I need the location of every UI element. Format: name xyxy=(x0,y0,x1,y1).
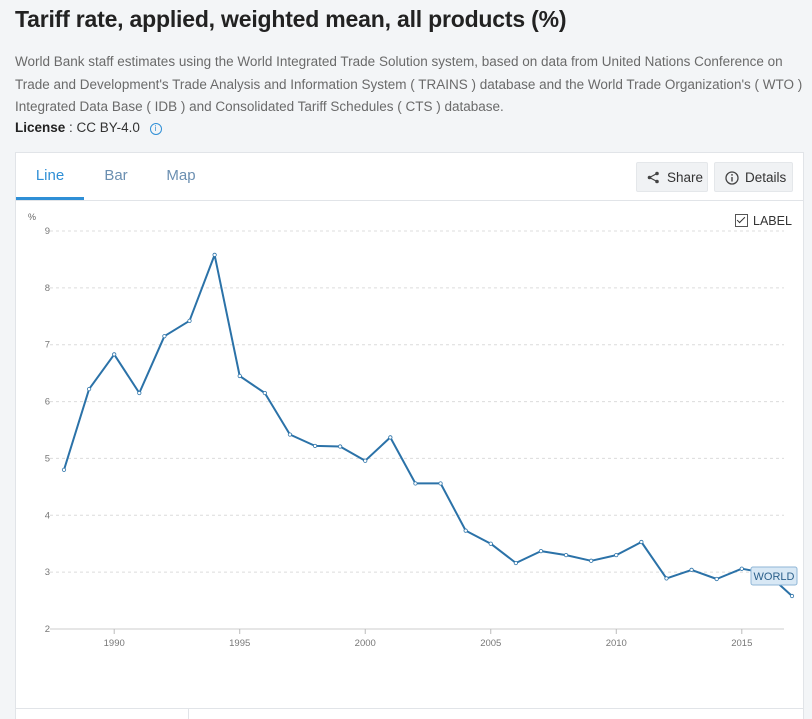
data-point xyxy=(563,552,569,558)
label-toggle[interactable]: LABEL xyxy=(735,214,792,228)
y-tick-label: 3 xyxy=(45,567,50,578)
y-tick-label: 8 xyxy=(45,283,50,294)
footer-separator xyxy=(188,708,189,719)
data-point xyxy=(614,552,619,558)
data-point xyxy=(388,435,393,440)
data-point xyxy=(61,467,67,472)
indicator-description: World Bank staff estimates using the Wor… xyxy=(15,54,803,114)
data-point xyxy=(338,444,343,449)
license-value: : CC BY-4.0 xyxy=(69,120,140,135)
y-tick-label: 7 xyxy=(45,340,50,351)
tab-line[interactable]: Line xyxy=(16,153,84,200)
y-tick-label: 9 xyxy=(45,226,50,237)
data-point xyxy=(262,390,267,396)
license-line: License : CC BY-4.0 i xyxy=(15,120,162,135)
data-point xyxy=(714,576,719,582)
label-checkbox[interactable] xyxy=(735,214,748,227)
share-icon xyxy=(647,171,659,184)
tab-bar-chart[interactable]: Bar xyxy=(104,167,128,184)
info-circle-icon xyxy=(725,171,739,185)
details-label: Details xyxy=(745,170,787,185)
x-tick-label: 1990 xyxy=(104,638,125,649)
series-label-box xyxy=(750,566,798,586)
x-tick-label: 2010 xyxy=(606,638,627,649)
x-tick-label: 2005 xyxy=(480,638,501,649)
data-point xyxy=(689,567,694,572)
x-tick-label: 1995 xyxy=(229,638,250,649)
data-point xyxy=(112,352,117,357)
data-point xyxy=(589,558,594,563)
series-label: WORLD xyxy=(754,571,795,583)
details-button[interactable]: Details xyxy=(714,162,793,192)
page-title: Tariff rate, applied, weighted mean, all… xyxy=(15,6,567,32)
data-point xyxy=(187,318,192,323)
x-tick-label: 2015 xyxy=(731,638,752,649)
data-point xyxy=(413,481,418,486)
tab-bar: Line Bar Map Share Details xyxy=(16,153,803,201)
tab-map[interactable]: Map xyxy=(166,167,196,184)
share-button[interactable]: Share xyxy=(636,162,708,192)
y-tick-label: 2 xyxy=(45,624,50,635)
data-point xyxy=(664,576,669,581)
series-line-world xyxy=(63,253,793,597)
data-point xyxy=(639,539,644,545)
data-point xyxy=(513,560,518,566)
data-point xyxy=(739,566,744,571)
share-label: Share xyxy=(667,170,704,185)
y-tick-label: 4 xyxy=(45,510,50,521)
data-point xyxy=(87,386,92,392)
line-chart: % 2 3 4 5 6 7 8 9 1990 1995 2000 2005 2010 2015 WORLD xyxy=(28,212,798,649)
data-point xyxy=(789,593,795,599)
data-point xyxy=(137,390,142,396)
license-label: License xyxy=(15,120,66,135)
info-icon[interactable]: i xyxy=(149,123,162,135)
y-tick-label: 5 xyxy=(45,453,50,464)
footer-divider xyxy=(16,708,803,709)
data-point xyxy=(363,458,368,463)
data-point xyxy=(463,528,468,533)
data-point xyxy=(237,373,242,379)
y-axis-label: % xyxy=(28,212,36,222)
data-point xyxy=(312,443,318,449)
data-point xyxy=(287,432,293,437)
chart-card: Line Bar Map Share Details LABEL % 2 3 4 5 6 7… xyxy=(15,152,804,719)
y-tick-label: 6 xyxy=(45,397,50,408)
x-tick-label: 2000 xyxy=(355,638,376,649)
data-point xyxy=(438,481,443,486)
data-point xyxy=(212,252,217,257)
label-toggle-text: LABEL xyxy=(753,214,792,228)
data-point xyxy=(162,334,167,339)
data-point xyxy=(538,549,544,554)
data-point xyxy=(488,541,493,546)
